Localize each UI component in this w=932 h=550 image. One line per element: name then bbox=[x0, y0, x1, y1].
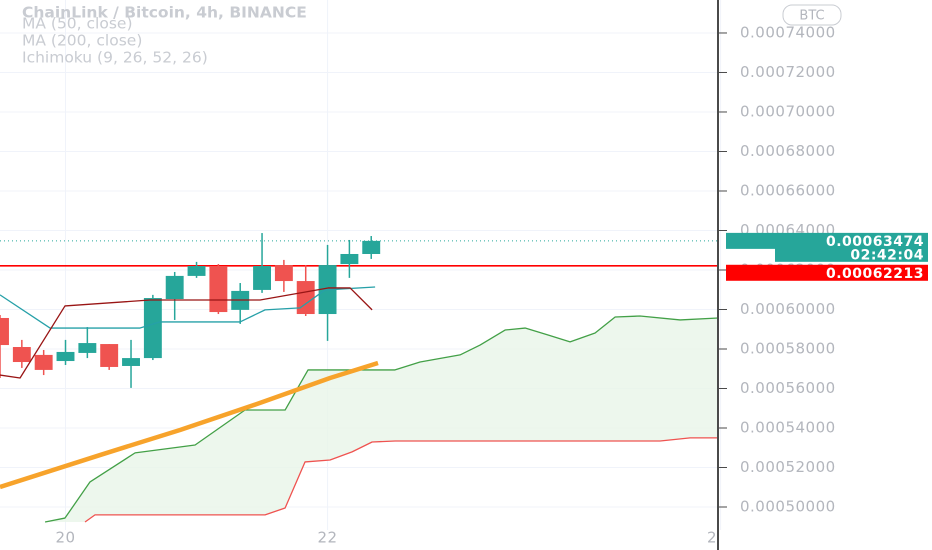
legend-entry: Ichimoku (9, 26, 52, 26) bbox=[22, 49, 208, 67]
level-label: 0.00062213 bbox=[826, 266, 924, 282]
level-label-bg bbox=[726, 264, 928, 281]
candle-body bbox=[340, 253, 359, 265]
overlay-line bbox=[0, 360, 379, 490]
candle-body bbox=[187, 266, 206, 276]
y-tick-label: 0.00072000 bbox=[740, 63, 836, 81]
cloud-fill bbox=[45, 316, 719, 522]
candle-body bbox=[274, 265, 293, 282]
legend-entry: MA (200, close) bbox=[22, 32, 142, 50]
y-tick-label: 0.00066000 bbox=[740, 181, 836, 199]
lead-b-line bbox=[84, 437, 719, 523]
last-price-label-bg bbox=[726, 232, 928, 249]
y-tick-label: 0.00054000 bbox=[740, 418, 836, 436]
plot bbox=[0, 233, 718, 490]
candle-body bbox=[122, 358, 140, 366]
ichimoku-cloud bbox=[44, 315, 719, 523]
candle-body bbox=[100, 344, 119, 367]
x-tick-label: 2 bbox=[707, 529, 717, 547]
overlay-line bbox=[0, 286, 376, 329]
y-tick-label: 0.00058000 bbox=[740, 339, 836, 357]
candle-body bbox=[56, 351, 75, 362]
y-tick-label: 0.00070000 bbox=[740, 102, 836, 120]
candle-body bbox=[253, 266, 271, 290]
candle-body bbox=[296, 281, 315, 315]
y-tick-label: 0.00050000 bbox=[740, 497, 836, 515]
y-tick-label: 0.00060000 bbox=[740, 300, 836, 318]
y-tick-label: 0.00056000 bbox=[740, 379, 836, 397]
candle-body bbox=[34, 354, 53, 370]
candle-body bbox=[12, 347, 31, 363]
y-tick-label: 0.00068000 bbox=[740, 142, 836, 160]
last-price-label: 0.00063474 bbox=[826, 234, 924, 250]
countdown-label: 02:42:04 bbox=[850, 247, 924, 263]
candle-body bbox=[143, 298, 162, 359]
candle-body bbox=[0, 317, 9, 346]
candle-body bbox=[78, 343, 97, 353]
y-tick-label: 0.00074000 bbox=[740, 23, 836, 41]
overlay-line bbox=[0, 287, 373, 379]
lead-a-line bbox=[44, 315, 719, 523]
candle-body bbox=[209, 266, 228, 313]
currency-button[interactable] bbox=[782, 4, 842, 26]
y-tick-label: 0.00052000 bbox=[740, 458, 836, 476]
currency-label[interactable]: BTC bbox=[799, 9, 824, 24]
symbol-title: ChainLink / Bitcoin, 4h, BINANCE bbox=[22, 4, 307, 22]
x-tick-label: 20 bbox=[55, 529, 75, 547]
legend-entry: MA (50, close) bbox=[22, 15, 133, 33]
countdown-label-bg bbox=[775, 246, 928, 262]
x-tick-label: 22 bbox=[318, 529, 338, 547]
candle-body bbox=[165, 275, 184, 300]
candle-body bbox=[362, 240, 381, 254]
